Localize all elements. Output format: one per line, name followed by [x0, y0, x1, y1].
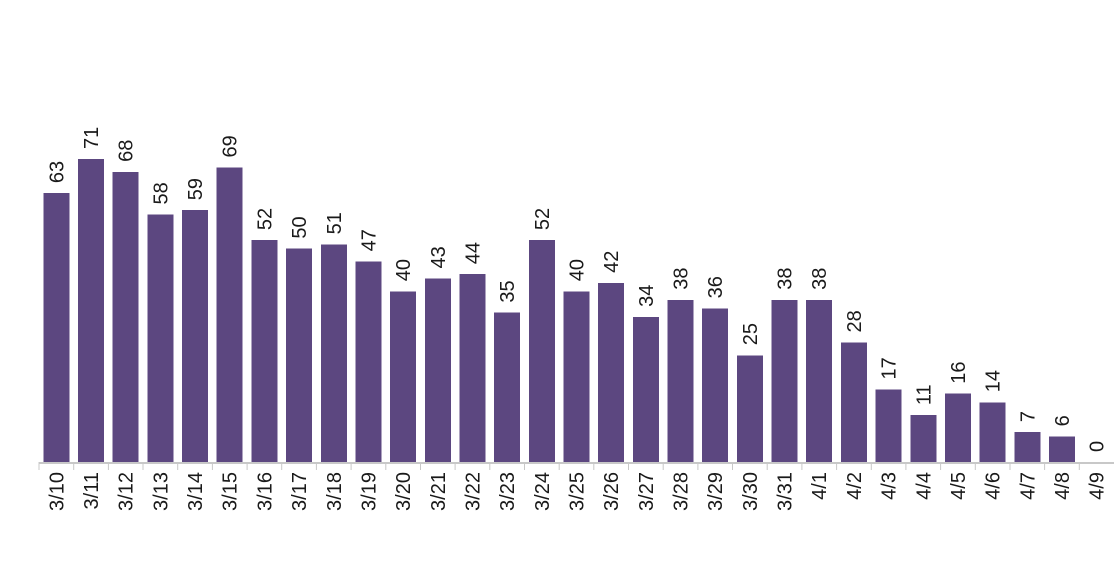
data-label: 34 — [636, 285, 658, 307]
bar-3-30 — [736, 355, 763, 462]
x-tick-label: 3/14 — [185, 472, 207, 511]
data-label: 63 — [46, 161, 68, 183]
x-tick-label: 3/28 — [671, 472, 693, 511]
bar-3-18 — [320, 244, 347, 462]
bar-4-3 — [875, 389, 902, 462]
data-label: 59 — [185, 178, 207, 200]
bar-3-29 — [702, 308, 729, 462]
bar-3-17 — [286, 248, 313, 462]
x-tick-label: 3/24 — [532, 472, 554, 511]
data-label: 44 — [463, 242, 485, 264]
data-label: 38 — [809, 268, 831, 290]
bar-3-31 — [771, 299, 798, 462]
bar-3-14 — [182, 210, 208, 462]
bar-4-5 — [945, 393, 971, 462]
bar-3-11 — [78, 159, 104, 462]
x-tick-label: 3/18 — [324, 472, 346, 511]
x-tick-label: 3/10 — [46, 472, 68, 511]
data-label: 71 — [81, 127, 103, 149]
data-label: 47 — [358, 229, 380, 251]
x-tick-label: 3/13 — [150, 472, 172, 511]
x-tick-label: 4/3 — [879, 472, 901, 500]
x-tick-label: 4/5 — [948, 472, 970, 500]
bar-4-8 — [1049, 436, 1075, 462]
data-label: 11 — [913, 384, 935, 405]
bar-3-16 — [251, 240, 278, 462]
data-label: 7 — [1017, 411, 1039, 422]
bar-3-24 — [528, 240, 555, 462]
data-label: 6 — [1052, 415, 1074, 426]
bar-4-4 — [910, 415, 937, 462]
x-tick-label: 3/30 — [740, 472, 762, 511]
data-labels-group: 63 71 68 58 59 69 52 50 51 47 40 43 44 35 52 40 42 34 38 36… — [46, 127, 1108, 452]
bar-4-1 — [806, 299, 833, 462]
bar-4-7 — [1014, 432, 1041, 462]
x-tick-label: 3/16 — [254, 472, 276, 511]
x-tick-label: 3/31 — [775, 472, 797, 511]
bar-3-13 — [147, 214, 174, 462]
bar-3-21 — [424, 278, 451, 462]
x-tick-label: 4/8 — [1052, 472, 1074, 500]
data-label: 51 — [324, 212, 346, 234]
data-label: 36 — [705, 276, 727, 298]
x-tick-label: 4/4 — [913, 472, 935, 500]
x-tick-label: 3/19 — [358, 472, 380, 511]
x-tick-labels-group: 3/10 3/11 3/12 3/13 3/14 3/15 3/16 3/17 3/18 3/19… — [46, 472, 1108, 511]
x-tick-label: 3/25 — [567, 472, 589, 511]
x-tick-label: 3/20 — [393, 472, 415, 511]
data-label: 17 — [879, 357, 901, 379]
data-label: 69 — [220, 135, 242, 157]
x-tick-label: 3/17 — [289, 472, 311, 511]
bar-3-19 — [355, 261, 382, 462]
data-label: 52 — [532, 208, 554, 230]
data-label: 16 — [948, 361, 970, 383]
data-label: 25 — [740, 323, 762, 345]
data-label: 35 — [497, 280, 519, 302]
x-tick-label: 3/12 — [116, 472, 138, 511]
x-tick-label: 3/21 — [428, 472, 450, 511]
x-tick-label: 4/9 — [1087, 472, 1109, 500]
x-tick-label: 4/2 — [844, 472, 866, 500]
data-label: 40 — [567, 259, 589, 281]
data-label: 0 — [1087, 441, 1109, 452]
bar-3-22 — [459, 274, 486, 462]
data-label: 14 — [983, 370, 1005, 392]
data-label: 52 — [254, 208, 276, 230]
x-tick-label: 4/7 — [1017, 472, 1039, 500]
x-tick-label: 3/11 — [81, 472, 103, 509]
data-label: 28 — [844, 310, 866, 332]
bars-group — [43, 159, 1075, 463]
data-label: 50 — [289, 216, 311, 238]
x-tick-label: 3/27 — [636, 472, 658, 511]
bar-3-15 — [216, 167, 243, 462]
bar-3-23 — [494, 312, 521, 462]
x-tick-label: 4/1 — [809, 472, 831, 500]
x-axis — [38, 462, 1114, 470]
data-label: 42 — [601, 251, 623, 273]
bar-4-2 — [840, 342, 867, 462]
bar-3-27 — [632, 316, 659, 462]
x-tick-label: 3/26 — [601, 472, 623, 511]
data-label: 40 — [393, 259, 415, 281]
x-tick-label: 4/6 — [983, 472, 1005, 500]
bar-3-25 — [563, 291, 590, 462]
data-label: 38 — [671, 268, 693, 290]
x-tick-label: 3/15 — [220, 472, 242, 511]
bar-3-10 — [43, 193, 70, 462]
bar-3-12 — [112, 171, 139, 463]
bar-3-26 — [598, 282, 625, 462]
bar-3-28 — [667, 299, 694, 462]
bar-3-20 — [390, 291, 417, 462]
data-label: 43 — [428, 246, 450, 268]
x-tick-label: 3/29 — [705, 472, 727, 511]
data-label: 68 — [116, 140, 138, 162]
bar-4-6 — [979, 402, 1006, 462]
data-label: 58 — [150, 182, 172, 204]
x-tick-label: 3/22 — [463, 472, 485, 511]
data-label: 38 — [775, 268, 797, 290]
x-tick-label: 3/23 — [497, 472, 519, 511]
